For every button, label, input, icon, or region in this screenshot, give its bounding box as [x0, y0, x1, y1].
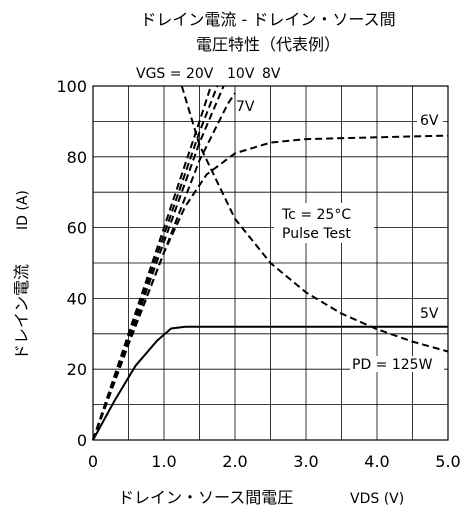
- y-tick-label: 40: [67, 289, 87, 308]
- y-tick-label: 20: [67, 360, 87, 379]
- y-tick-label: 0: [77, 431, 87, 450]
- series-label-vgs-20v: VGS = 20V: [136, 66, 214, 82]
- series-labels: VGS = 20V 10V 8V 7V 6V 5V PD = 125W: [136, 66, 444, 373]
- y-tick-label: 60: [67, 219, 87, 238]
- annotation-pulse-test: Pulse Test: [282, 226, 351, 242]
- label-bg-5v: [417, 305, 443, 321]
- chart-subtitle: 電圧特性（代表例）: [196, 35, 340, 54]
- series-label-5v: 5V: [420, 306, 439, 322]
- annotation-tc: Tc = 25°C: [281, 207, 351, 223]
- y-axis-symbol: ID (A): [15, 190, 31, 230]
- series-label-6v: 6V: [420, 113, 439, 129]
- y-tick-label: 100: [56, 77, 87, 96]
- x-tick-label: 3.0: [293, 452, 318, 471]
- plot-frame: [92, 85, 449, 441]
- tick-labels: 0 1.0 2.0 3.0 4.0 5.0 0 20 40 60 80 100: [56, 77, 460, 471]
- x-tick-label: 0: [88, 452, 98, 471]
- x-tick-label: 5.0: [435, 452, 460, 471]
- series-label-pd-125w: PD = 125W: [352, 357, 433, 373]
- x-tick-label: 4.0: [364, 452, 389, 471]
- y-tick-label: 80: [67, 148, 87, 167]
- x-axis-label: ドレイン・ソース間電圧: [118, 488, 293, 507]
- x-axis-symbol: VDS (V): [350, 491, 404, 507]
- series-line-vgs-20v: [92, 85, 212, 441]
- series-label-8v: 8V: [262, 66, 281, 82]
- x-tick-label: 2.0: [222, 452, 247, 471]
- series-label-7v: 7V: [236, 99, 255, 115]
- series-line-5v: [92, 325, 448, 441]
- y-axis-label: ドレイン電流: [12, 264, 31, 360]
- series-line-pd-125w: [180, 85, 449, 353]
- series-line-7v: [92, 92, 236, 441]
- chart-title: ドレイン電流 - ドレイン・ソース間: [140, 10, 395, 29]
- label-bg-6v: [417, 112, 443, 128]
- x-tick-label: 1.0: [151, 452, 176, 471]
- annotation-bg: [274, 203, 374, 243]
- label-bg-pd: [350, 356, 444, 372]
- series-lines: [92, 85, 449, 441]
- series-line-6v: [92, 134, 449, 441]
- series-label-10v: 10V: [227, 66, 255, 82]
